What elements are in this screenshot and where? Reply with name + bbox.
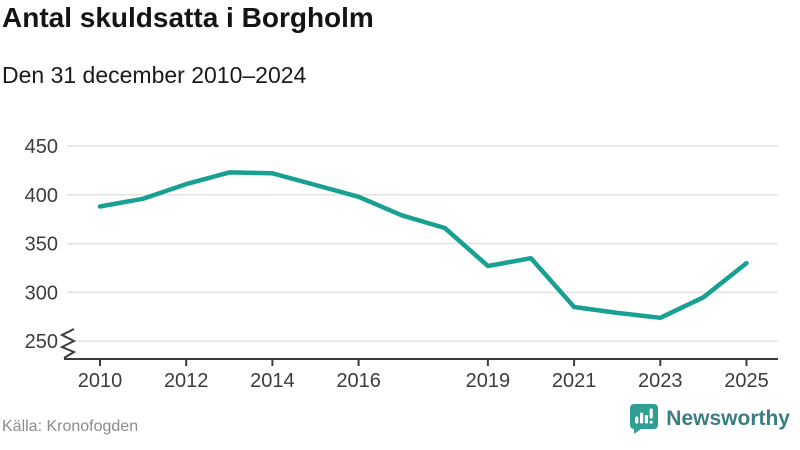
newsworthy-logo-text: Newsworthy: [666, 406, 790, 430]
x-axis-tick-label: 2010: [78, 370, 123, 392]
speech-bubble-shape: [630, 404, 659, 434]
y-axis-tick-label: 250: [25, 331, 58, 353]
y-axis-tick-label: 450: [25, 136, 58, 158]
source-label: Källa: Kronofogden: [2, 418, 139, 435]
x-axis-tick-label: 2021: [552, 370, 597, 392]
x-axis-tick-label: 2023: [638, 370, 683, 392]
y-axis-tick-label: 300: [25, 282, 58, 304]
x-axis-tick-label: 2019: [466, 370, 511, 392]
data-line-series: [97, 170, 749, 321]
chart-title: Antal skuldsatta i Borgholm: [2, 2, 374, 33]
chart-subtitle: Den 31 december 2010–2024: [2, 62, 307, 88]
newsworthy-bubble-chart-icon: [629, 403, 659, 434]
line-chart-svg: 250 300 350 400 450 2010 2012 2014 2016 2019 2021 2…: [25, 136, 778, 392]
x-axis-tick-label: 2016: [336, 370, 381, 392]
x-axis-tick-label: 2014: [250, 370, 295, 392]
y-axis-tick-label: 400: [25, 185, 58, 207]
x-axis-tick-label: 2025: [724, 370, 769, 392]
footer: Källa: Kronofogden Newsworthy: [0, 398, 800, 450]
x-axis-tick-label: 2012: [164, 370, 209, 392]
line-chart: 250 300 350 400 450 2010 2012 2014 2016 2019 2021 2…: [0, 130, 800, 395]
y-axis-tick-label: 350: [25, 234, 58, 256]
newsworthy-logo: Newsworthy: [629, 403, 790, 434]
axis-break-icon: [59, 328, 77, 359]
